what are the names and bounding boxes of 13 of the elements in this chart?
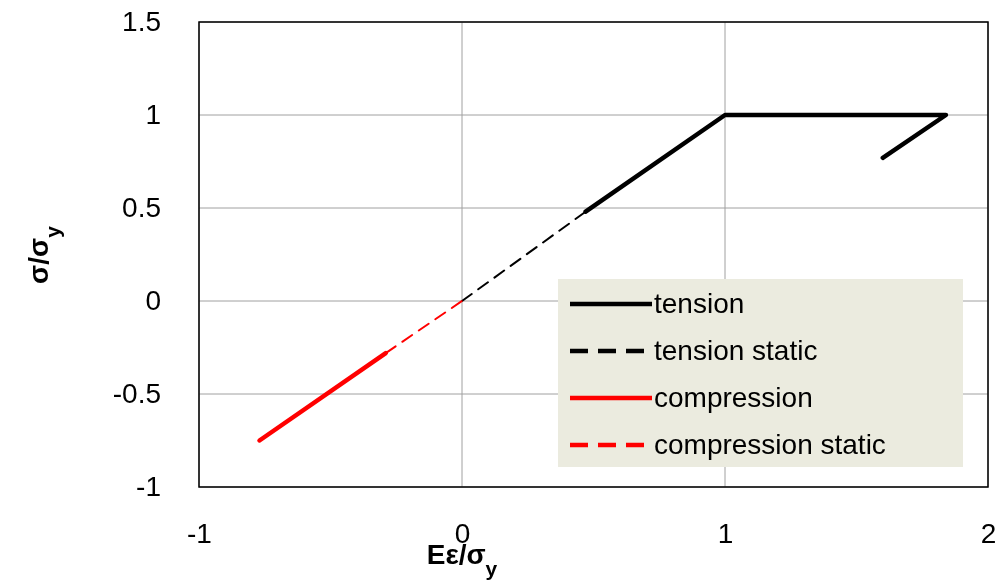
legend-label: tension	[654, 288, 745, 319]
legend-label: tension static	[654, 335, 818, 366]
y-tick-label: -1	[136, 471, 161, 503]
y-tick-label: 0	[145, 285, 161, 317]
y-tick-label: -0.5	[112, 378, 161, 410]
x-tick-label: 1	[717, 517, 734, 549]
legend-label: compression	[654, 382, 813, 413]
y-tick-label: 1	[145, 99, 161, 131]
x-tick-label: 2	[980, 517, 997, 549]
legend-label: compression static	[654, 429, 886, 460]
y-tick-label: 1.5	[122, 6, 161, 38]
x-tick-label: -1	[187, 517, 212, 549]
y-tick-label: 0.5	[122, 192, 161, 224]
